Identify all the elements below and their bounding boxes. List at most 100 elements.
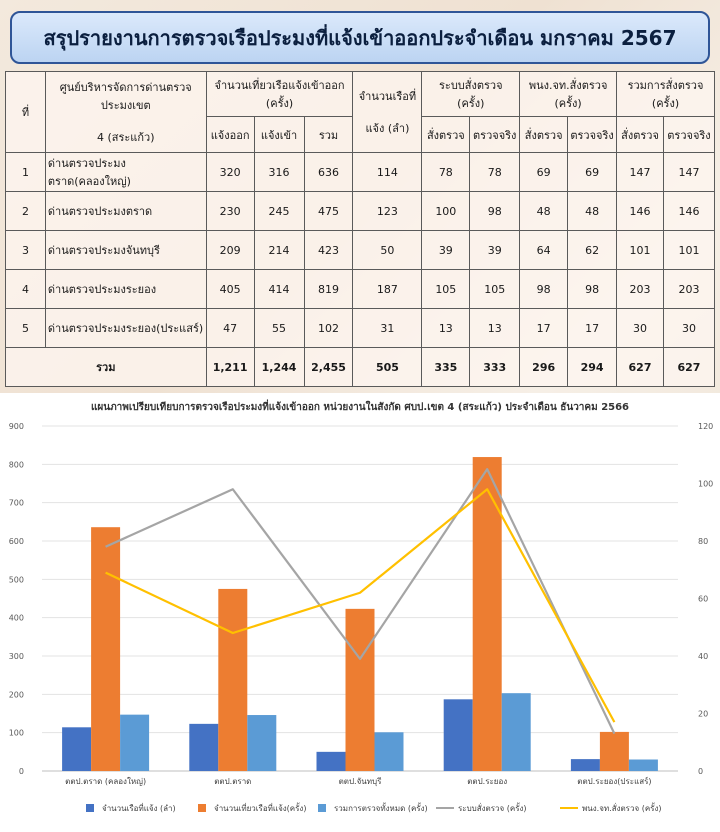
header-boats-line1: จำนวนเรือที่ — [358, 90, 417, 103]
left-axis-ticks: 0 100 200 300 400 500 600 700 800 900 — [9, 422, 24, 776]
subheader-total-order: สั่งตรวจ — [616, 116, 664, 153]
right-tick-label: 120 — [698, 422, 713, 431]
cell-total-actual: 101 — [662, 230, 716, 270]
cell-total-order: 30 — [616, 308, 664, 348]
cell-system-actual: 39 — [469, 230, 521, 270]
cell-name: ด่านตรวจประมงตราด — [44, 191, 207, 231]
legend-label: พนง.จท.สั่งตรวจ (ครั้ง) — [582, 802, 662, 813]
header-total-orders: รวมการสั่งตรวจ (ครั้ง) — [616, 71, 715, 117]
bar-3-4 — [501, 693, 531, 771]
cell-officer-actual: 48 — [567, 191, 618, 231]
chart-lines — [105, 468, 616, 735]
category-label: ตตป.ระยอง — [467, 777, 507, 786]
cell-officer-order: 69 — [519, 152, 569, 192]
table-row: 2 ด่านตรวจประมงตราด 230 245 475 123 100 … — [5, 191, 716, 231]
cell-system-actual: 333 — [469, 347, 521, 387]
table-total-row: รวม 1,211 1,244 2,455 505 335 333 296 29… — [5, 347, 716, 387]
chart-panel: แผนภาพเปรียบเทียบการตรวจเรือประมงที่แจ้ง… — [0, 393, 720, 832]
legend-label: จำนวนเที่ยวเรือที่แจ้ง(ครั้ง) — [214, 802, 306, 813]
category-label: ตตป.ระยอง(ประแสร์) — [577, 776, 651, 786]
legend-label: รวมการตรวจทั้งหมด (ครั้ง) — [334, 802, 428, 813]
cell-no: 5 — [5, 308, 46, 348]
legend-swatch — [318, 804, 326, 812]
cell-sum: 2,455 — [303, 347, 354, 387]
bar-1-2 — [189, 723, 219, 771]
subheader-total-actual: ตรวจจริง — [662, 116, 716, 153]
cell-system-order: 335 — [421, 347, 471, 387]
cell-total-actual: 147 — [662, 152, 716, 192]
legend-label: ระบบสั่งตรวจ (ครั้ง) — [458, 802, 527, 813]
cell-system-order: 100 — [421, 191, 471, 231]
right-tick-label: 60 — [698, 595, 708, 604]
cell-system-order: 13 — [421, 308, 471, 348]
cell-boats: 50 — [352, 230, 423, 270]
cell-system-actual: 105 — [469, 269, 521, 309]
line-series-1 — [105, 468, 616, 735]
cell-total-order: 101 — [616, 230, 664, 270]
right-tick-label: 20 — [698, 710, 708, 719]
cell-total-label: รวม — [5, 347, 207, 387]
cell-officer-order: 64 — [519, 230, 569, 270]
cell-out: 405 — [205, 269, 255, 309]
cell-in: 245 — [253, 191, 305, 231]
cell-sum: 819 — [303, 269, 354, 309]
cell-officer-actual: 98 — [567, 269, 618, 309]
table-row: 5 ด่านตรวจประมงระยอง(ประแสร์) 47 55 102 … — [5, 308, 716, 348]
cell-sum: 102 — [303, 308, 354, 348]
bar-2-4 — [472, 457, 502, 771]
table-row: 1 ด่านตรวจประมงตราด(คลองใหญ่) 320 316 63… — [5, 152, 716, 192]
subheader-sum: รวม — [303, 116, 354, 153]
cell-out: 230 — [205, 191, 255, 231]
bar-2-1 — [91, 527, 121, 771]
cell-in: 414 — [253, 269, 305, 309]
right-tick-label: 100 — [698, 480, 713, 489]
cell-sum: 475 — [303, 191, 354, 231]
subheader-in: แจ้งเข้า — [253, 116, 305, 153]
legend-swatch — [86, 804, 94, 812]
cell-officer-order: 17 — [519, 308, 569, 348]
table-subheader-row: แจ้งออก แจ้งเข้า รวม สั่งตรวจ ตรวจจริง ส… — [6, 116, 716, 153]
cell-boats: 31 — [352, 308, 423, 348]
left-tick-label: 600 — [9, 537, 24, 546]
cell-system-order: 78 — [421, 152, 471, 192]
cell-total-actual: 627 — [662, 347, 716, 387]
left-tick-label: 0 — [19, 767, 24, 776]
right-axis-ticks: 0 20 40 60 80 100 120 — [698, 422, 713, 776]
combo-chart: แผนภาพเปรียบเทียบการตรวจเรือประมงที่แจ้ง… — [9, 399, 714, 813]
table-row: 4 ด่านตรวจประมงระยอง 405 414 819 187 105… — [5, 269, 716, 309]
cell-out: 209 — [205, 230, 255, 270]
chart-legend: จำนวนเรือที่แจ้ง (ลำ) จำนวนเที่ยวเรือที่แ… — [86, 802, 662, 813]
cell-total-actual: 203 — [662, 269, 716, 309]
cell-total-order: 627 — [616, 347, 664, 387]
left-tick-label: 100 — [9, 729, 24, 738]
cell-sum: 636 — [303, 152, 354, 192]
bar-3-2 — [247, 715, 277, 771]
left-tick-label: 700 — [9, 499, 24, 508]
cell-no: 3 — [5, 230, 46, 270]
legend-label: จำนวนเรือที่แจ้ง (ลำ) — [102, 802, 176, 813]
bar-3-3 — [374, 732, 404, 771]
header-system: ระบบสั่งตรวจ (ครั้ง) — [421, 71, 521, 117]
cell-boats: 187 — [352, 269, 423, 309]
legend-swatch — [198, 804, 206, 812]
subheader-officer-actual: ตรวจจริง — [567, 116, 618, 153]
cell-boats: 505 — [352, 347, 423, 387]
chart-bars — [62, 457, 658, 771]
left-tick-label: 500 — [9, 575, 24, 584]
cell-officer-actual: 294 — [567, 347, 618, 387]
left-tick-label: 300 — [9, 652, 24, 661]
left-tick-label: 800 — [9, 460, 24, 469]
cell-in: 1,244 — [253, 347, 305, 387]
cell-officer-order: 48 — [519, 191, 569, 231]
cell-system-actual: 78 — [469, 152, 521, 192]
bar-1-4 — [443, 699, 473, 771]
cell-in: 55 — [253, 308, 305, 348]
cell-system-actual: 98 — [469, 191, 521, 231]
bar-3-5 — [628, 759, 658, 771]
cell-boats: 114 — [352, 152, 423, 192]
table-row: 3 ด่านตรวจประมงจันทบุรี 209 214 423 50 3… — [5, 230, 716, 270]
cell-system-order: 39 — [421, 230, 471, 270]
cell-name: ด่านตรวจประมงระยอง — [44, 269, 207, 309]
cell-no: 4 — [5, 269, 46, 309]
cell-officer-order: 296 — [519, 347, 569, 387]
